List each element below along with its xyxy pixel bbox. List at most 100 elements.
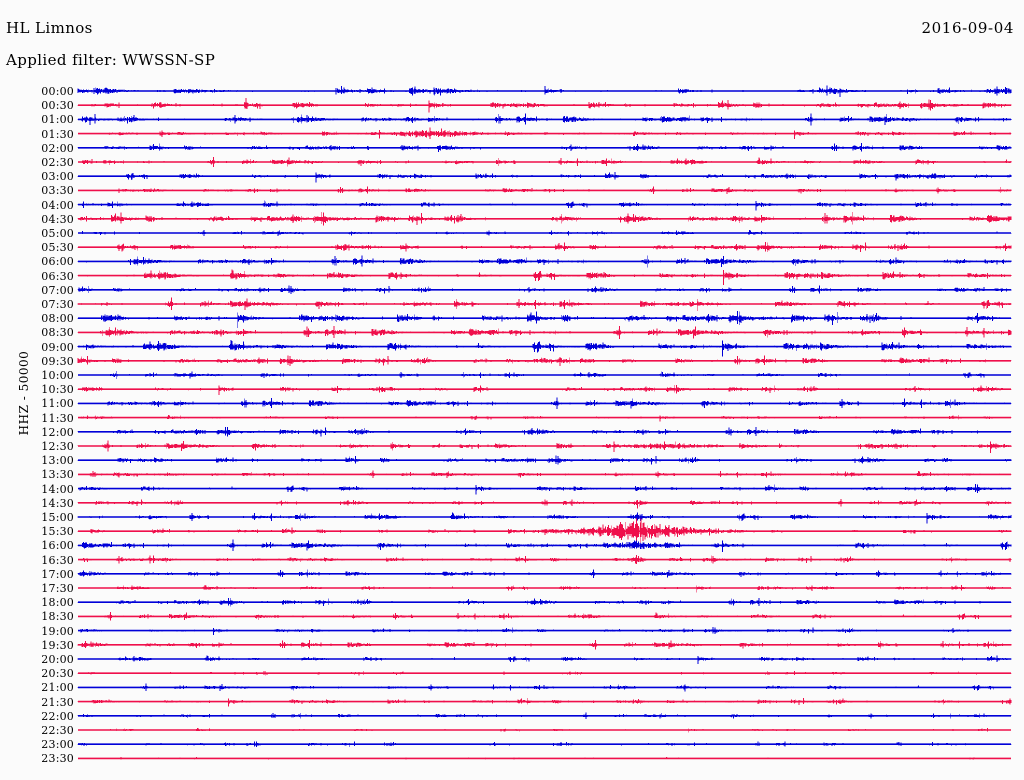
time-label-2230: 22:30 <box>41 724 74 737</box>
time-label-1830: 18:30 <box>41 610 74 624</box>
time-label-1000: 10:00 <box>41 369 74 382</box>
trace-row-0300 <box>77 172 1012 183</box>
time-label-1300: 13:00 <box>41 454 74 468</box>
time-label-0130: 01:30 <box>41 127 74 141</box>
time-label-1630: 16:30 <box>41 553 74 567</box>
time-label-2300: 23:00 <box>41 738 74 752</box>
time-label-1700: 17:00 <box>41 567 74 581</box>
time-label-0630: 06:30 <box>41 269 74 283</box>
time-axis-labels: 00:00 00:30 01:00 01:30 02:00 02:30 03:00 03:30… <box>0 82 74 776</box>
trace-row-0000 <box>77 85 1012 98</box>
time-label-0200: 02:00 <box>41 141 74 155</box>
trace-row-1500 <box>77 512 1012 524</box>
trace-row-1100 <box>77 397 1012 410</box>
time-label-1030: 10:30 <box>41 383 74 397</box>
time-label-0330: 03:30 <box>41 184 74 198</box>
trace-row-0200 <box>77 143 1012 152</box>
time-label-1100: 11:00 <box>41 397 74 411</box>
trace-row-2200 <box>77 712 1012 719</box>
trace-row-2230 <box>77 728 1012 733</box>
trace-row-0630 <box>77 269 1012 285</box>
time-label-1500: 15:00 <box>41 511 74 524</box>
time-label-0730: 07:30 <box>41 298 74 311</box>
trace-row-1000 <box>77 371 1012 379</box>
trace-row-0130 <box>77 127 1012 140</box>
trace-row-2300 <box>77 741 1012 747</box>
time-label-2130: 21:30 <box>41 695 74 709</box>
trace-row-0900 <box>77 339 1012 357</box>
trace-row-1330 <box>77 470 1012 479</box>
trace-row-0800 <box>77 310 1012 328</box>
applied-filter-label: Applied filter: WWSSN-SP <box>6 51 216 69</box>
trace-row-1400 <box>77 484 1012 495</box>
trace-row-1730 <box>77 584 1012 593</box>
time-label-1530: 15:30 <box>41 525 74 539</box>
time-label-2330: 23:30 <box>41 752 74 766</box>
trace-row-1200 <box>77 426 1012 437</box>
time-label-1330: 13:30 <box>41 468 74 482</box>
time-label-0900: 09:00 <box>41 340 74 354</box>
time-label-0300: 03:00 <box>41 170 74 184</box>
trace-row-0430 <box>77 212 1012 226</box>
trace-row-2330 <box>77 757 1012 760</box>
trace-row-1700 <box>77 569 1012 578</box>
time-label-1930: 19:30 <box>41 638 74 652</box>
trace-row-0730 <box>77 297 1012 312</box>
trace-row-1300 <box>77 455 1012 465</box>
time-label-0230: 02:30 <box>41 156 74 169</box>
trace-row-1800 <box>77 597 1012 607</box>
time-label-2100: 21:00 <box>41 681 74 695</box>
trace-row-1030 <box>77 384 1012 396</box>
time-label-1200: 12:00 <box>41 425 74 439</box>
time-label-1400: 14:00 <box>41 482 74 496</box>
trace-row-2000 <box>77 655 1012 665</box>
time-label-1230: 12:30 <box>41 440 74 453</box>
trace-row-1130 <box>77 415 1012 422</box>
trace-row-2130 <box>77 698 1012 707</box>
trace-row-0030 <box>77 97 1012 113</box>
time-label-1600: 16:00 <box>41 539 74 553</box>
trace-row-1630 <box>77 554 1012 565</box>
time-label-0930: 09:30 <box>41 354 74 368</box>
time-label-0400: 04:00 <box>41 198 74 212</box>
time-label-0100: 01:00 <box>41 113 74 127</box>
trace-row-1900 <box>77 627 1012 636</box>
time-label-0500: 05:00 <box>41 227 74 240</box>
trace-row-0930 <box>77 355 1012 367</box>
time-label-0530: 05:30 <box>41 241 74 255</box>
time-label-1900: 19:00 <box>41 624 74 638</box>
trace-row-0500 <box>77 229 1012 237</box>
time-label-2200: 22:00 <box>41 709 74 723</box>
trace-row-0830 <box>77 325 1012 339</box>
trace-row-1830 <box>77 612 1012 621</box>
trace-row-1600 <box>77 539 1012 552</box>
trace-row-0100 <box>77 113 1012 126</box>
time-label-0030: 00:30 <box>41 99 74 113</box>
time-label-0600: 06:00 <box>41 255 74 269</box>
trace-row-1930 <box>77 640 1012 650</box>
trace-row-0230 <box>77 156 1012 167</box>
trace-row-0330 <box>77 186 1012 195</box>
time-label-1800: 18:00 <box>41 596 74 610</box>
trace-row-0700 <box>77 285 1012 294</box>
time-label-0800: 08:00 <box>41 312 74 326</box>
station-title: HL Limnos <box>6 19 93 37</box>
trace-row-2030 <box>77 670 1012 676</box>
trace-row-1530 <box>77 518 1012 545</box>
trace-row-0530 <box>77 241 1012 253</box>
time-label-0000: 00:00 <box>41 85 74 98</box>
time-label-1130: 11:30 <box>41 411 74 425</box>
record-date: 2016-09-04 <box>921 19 1014 37</box>
trace-row-1230 <box>77 440 1012 454</box>
time-label-2000: 20:00 <box>41 653 74 666</box>
time-label-1730: 17:30 <box>41 582 74 595</box>
trace-row-1430 <box>77 499 1012 509</box>
time-label-0700: 07:00 <box>41 283 74 297</box>
time-label-2030: 20:30 <box>41 667 74 681</box>
trace-row-2100 <box>77 683 1012 692</box>
time-label-1430: 14:30 <box>41 496 74 510</box>
trace-row-0600 <box>77 255 1012 268</box>
trace-row-0400 <box>77 200 1012 211</box>
